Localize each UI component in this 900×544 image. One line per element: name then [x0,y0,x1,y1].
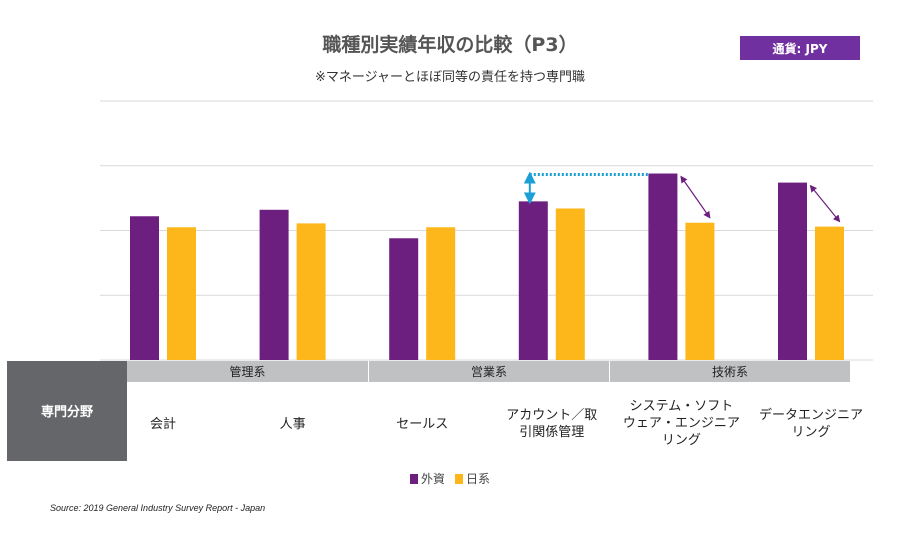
chart-subtitle: ※マネージャーとほぼ同等の責任を持つ専門職 [315,70,585,85]
chart-title: 職種別実績年収の比較（P3） [322,34,578,56]
bar-foreign [778,182,807,360]
legend-swatch [455,474,463,484]
group-band [610,361,850,382]
bar-japanese [555,208,585,360]
bar-japanese [685,222,715,360]
group-label: 営業系 [471,365,507,379]
row-header-box [7,361,127,461]
group-label: 技術系 [712,365,748,379]
category-label: セールス [396,417,448,432]
category-label: リング [662,433,701,448]
row-header-label: 専門分野 [41,404,93,420]
legend-item-foreign: 外資 [409,470,445,487]
category-label: システム・ソフト [630,399,734,414]
bar-foreign [130,216,159,360]
group-band [127,361,368,382]
bar-japanese [426,227,456,360]
group-band [369,361,609,382]
diff-arrow [809,184,841,223]
category-label: 人事 [280,417,306,432]
bar-foreign [389,238,419,360]
bar-foreign [259,209,289,360]
category-label: 会計 [150,416,176,432]
diff-arrow [680,175,711,219]
category-label: ウェア・エンジニア [623,416,740,431]
bar-japanese [167,227,196,360]
category-label: 引関係管理 [519,425,584,440]
category-label: データエンジニア [759,407,863,423]
legend-item-japanese: 日系 [455,470,490,487]
category-label: リング [791,425,830,440]
category-label: アカウント／取 [506,408,597,423]
legend-label: 日系 [466,472,491,486]
currency-badge: 通貨: JPY [740,36,860,60]
legend-label: 外資 [420,472,445,486]
source-note: Source: 2019 General Industry Survey Rep… [50,503,266,513]
bar-japanese [296,223,326,360]
bar-foreign [518,201,548,360]
group-label: 管理系 [229,364,265,379]
legend: 外資 日系 [0,470,900,487]
bar-foreign [648,173,678,360]
bar-japanese [815,226,844,360]
legend-swatch [409,474,418,484]
